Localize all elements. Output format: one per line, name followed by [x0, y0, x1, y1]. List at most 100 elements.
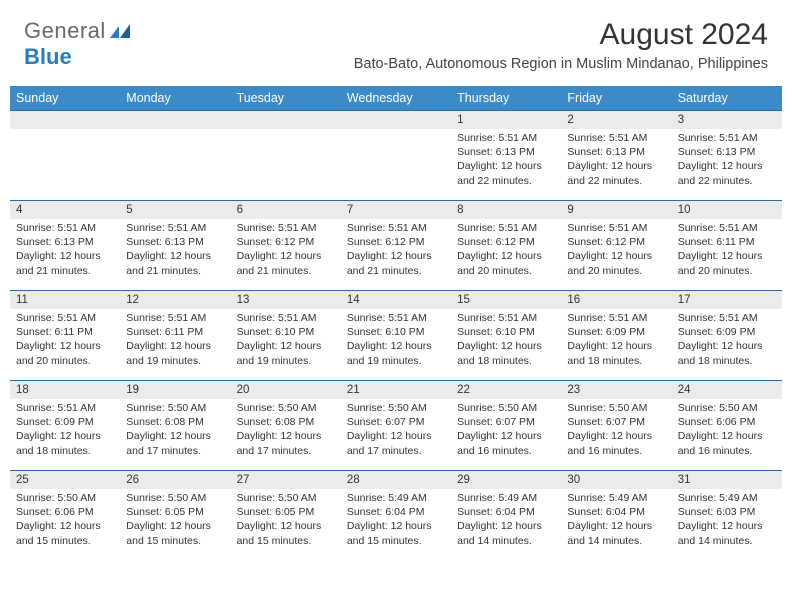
day-details: Sunrise: 5:51 AMSunset: 6:10 PMDaylight:… [341, 309, 451, 372]
day-details: Sunrise: 5:50 AMSunset: 6:08 PMDaylight:… [231, 399, 341, 462]
sunrise-text: Sunrise: 5:51 AM [457, 221, 555, 235]
calendar-week-row: 4Sunrise: 5:51 AMSunset: 6:13 PMDaylight… [10, 200, 782, 290]
daylight-text: Daylight: 12 hours and 17 minutes. [347, 429, 445, 457]
logo-text-blue: Blue [24, 44, 72, 69]
calendar-day-cell: 18Sunrise: 5:51 AMSunset: 6:09 PMDayligh… [10, 380, 120, 470]
calendar-day-cell: 12Sunrise: 5:51 AMSunset: 6:11 PMDayligh… [120, 290, 230, 380]
calendar-week-row: 11Sunrise: 5:51 AMSunset: 6:11 PMDayligh… [10, 290, 782, 380]
sunrise-text: Sunrise: 5:51 AM [126, 221, 224, 235]
day-number: 8 [451, 200, 561, 219]
daylight-text: Daylight: 12 hours and 14 minutes. [678, 519, 776, 547]
day-details: Sunrise: 5:50 AMSunset: 6:07 PMDaylight:… [451, 399, 561, 462]
day-number: 18 [10, 380, 120, 399]
calendar-day-cell: 11Sunrise: 5:51 AMSunset: 6:11 PMDayligh… [10, 290, 120, 380]
sunrise-text: Sunrise: 5:50 AM [16, 491, 114, 505]
daylight-text: Daylight: 12 hours and 14 minutes. [457, 519, 555, 547]
calendar-day-cell: 1Sunrise: 5:51 AMSunset: 6:13 PMDaylight… [451, 110, 561, 200]
sunset-text: Sunset: 6:09 PM [678, 325, 776, 339]
calendar-day-cell: 21Sunrise: 5:50 AMSunset: 6:07 PMDayligh… [341, 380, 451, 470]
calendar-table: Sunday Monday Tuesday Wednesday Thursday… [10, 86, 782, 560]
day-details: Sunrise: 5:50 AMSunset: 6:06 PMDaylight:… [10, 489, 120, 552]
day-details: Sunrise: 5:51 AMSunset: 6:10 PMDaylight:… [451, 309, 561, 372]
daylight-text: Daylight: 12 hours and 15 minutes. [126, 519, 224, 547]
sunrise-text: Sunrise: 5:50 AM [567, 401, 665, 415]
daylight-text: Daylight: 12 hours and 20 minutes. [567, 249, 665, 277]
day-number: 10 [672, 200, 782, 219]
day-details: Sunrise: 5:51 AMSunset: 6:11 PMDaylight:… [10, 309, 120, 372]
sunrise-text: Sunrise: 5:49 AM [567, 491, 665, 505]
day-details: Sunrise: 5:51 AMSunset: 6:11 PMDaylight:… [120, 309, 230, 372]
day-details: Sunrise: 5:49 AMSunset: 6:04 PMDaylight:… [341, 489, 451, 552]
day-number: 27 [231, 470, 341, 489]
calendar-day-cell: 14Sunrise: 5:51 AMSunset: 6:10 PMDayligh… [341, 290, 451, 380]
day-number: 6 [231, 200, 341, 219]
sunset-text: Sunset: 6:04 PM [457, 505, 555, 519]
sunrise-text: Sunrise: 5:51 AM [457, 131, 555, 145]
calendar-header-row: Sunday Monday Tuesday Wednesday Thursday… [10, 86, 782, 110]
calendar-day-cell: 3Sunrise: 5:51 AMSunset: 6:13 PMDaylight… [672, 110, 782, 200]
daylight-text: Daylight: 12 hours and 18 minutes. [567, 339, 665, 367]
sunset-text: Sunset: 6:10 PM [347, 325, 445, 339]
daylight-text: Daylight: 12 hours and 18 minutes. [16, 429, 114, 457]
day-details: Sunrise: 5:50 AMSunset: 6:08 PMDaylight:… [120, 399, 230, 462]
calendar-day-cell: 16Sunrise: 5:51 AMSunset: 6:09 PMDayligh… [561, 290, 671, 380]
sunset-text: Sunset: 6:11 PM [678, 235, 776, 249]
calendar-day-cell: 20Sunrise: 5:50 AMSunset: 6:08 PMDayligh… [231, 380, 341, 470]
day-number: 7 [341, 200, 451, 219]
sunrise-text: Sunrise: 5:49 AM [347, 491, 445, 505]
day-number: 13 [231, 290, 341, 309]
sunset-text: Sunset: 6:07 PM [567, 415, 665, 429]
sunset-text: Sunset: 6:06 PM [16, 505, 114, 519]
day-details: Sunrise: 5:51 AMSunset: 6:12 PMDaylight:… [561, 219, 671, 282]
sunrise-text: Sunrise: 5:51 AM [16, 221, 114, 235]
sunrise-text: Sunrise: 5:50 AM [126, 401, 224, 415]
day-number [341, 110, 451, 129]
daylight-text: Daylight: 12 hours and 20 minutes. [457, 249, 555, 277]
logo-text-general: General [24, 18, 106, 44]
sunset-text: Sunset: 6:13 PM [567, 145, 665, 159]
sunset-text: Sunset: 6:12 PM [457, 235, 555, 249]
day-details: Sunrise: 5:50 AMSunset: 6:07 PMDaylight:… [341, 399, 451, 462]
day-details: Sunrise: 5:51 AMSunset: 6:09 PMDaylight:… [672, 309, 782, 372]
day-details: Sunrise: 5:49 AMSunset: 6:04 PMDaylight:… [451, 489, 561, 552]
day-details: Sunrise: 5:51 AMSunset: 6:09 PMDaylight:… [561, 309, 671, 372]
sunrise-text: Sunrise: 5:51 AM [347, 221, 445, 235]
day-number: 21 [341, 380, 451, 399]
logo-mark-icon [110, 18, 132, 44]
day-number: 5 [120, 200, 230, 219]
sunrise-text: Sunrise: 5:50 AM [347, 401, 445, 415]
sunset-text: Sunset: 6:13 PM [16, 235, 114, 249]
sunset-text: Sunset: 6:07 PM [347, 415, 445, 429]
day-details: Sunrise: 5:51 AMSunset: 6:11 PMDaylight:… [672, 219, 782, 282]
day-number: 17 [672, 290, 782, 309]
day-number: 11 [10, 290, 120, 309]
month-title: August 2024 [354, 18, 768, 52]
day-number: 31 [672, 470, 782, 489]
calendar-day-cell: 27Sunrise: 5:50 AMSunset: 6:05 PMDayligh… [231, 470, 341, 560]
sunset-text: Sunset: 6:04 PM [567, 505, 665, 519]
calendar-day-cell: 15Sunrise: 5:51 AMSunset: 6:10 PMDayligh… [451, 290, 561, 380]
day-number: 30 [561, 470, 671, 489]
calendar-day-cell: 28Sunrise: 5:49 AMSunset: 6:04 PMDayligh… [341, 470, 451, 560]
day-number: 22 [451, 380, 561, 399]
daylight-text: Daylight: 12 hours and 22 minutes. [567, 159, 665, 187]
day-number: 15 [451, 290, 561, 309]
sunset-text: Sunset: 6:06 PM [678, 415, 776, 429]
daylight-text: Daylight: 12 hours and 22 minutes. [457, 159, 555, 187]
daylight-text: Daylight: 12 hours and 14 minutes. [567, 519, 665, 547]
calendar-day-cell: 19Sunrise: 5:50 AMSunset: 6:08 PMDayligh… [120, 380, 230, 470]
daylight-text: Daylight: 12 hours and 16 minutes. [567, 429, 665, 457]
sunrise-text: Sunrise: 5:50 AM [237, 491, 335, 505]
logo: General [24, 18, 132, 44]
sunrise-text: Sunrise: 5:51 AM [237, 311, 335, 325]
sunrise-text: Sunrise: 5:51 AM [567, 311, 665, 325]
daylight-text: Daylight: 12 hours and 21 minutes. [16, 249, 114, 277]
daylight-text: Daylight: 12 hours and 20 minutes. [16, 339, 114, 367]
day-details: Sunrise: 5:51 AMSunset: 6:10 PMDaylight:… [231, 309, 341, 372]
sunset-text: Sunset: 6:13 PM [678, 145, 776, 159]
sunrise-text: Sunrise: 5:51 AM [16, 311, 114, 325]
day-header: Monday [120, 86, 230, 110]
sunset-text: Sunset: 6:10 PM [237, 325, 335, 339]
day-details: Sunrise: 5:51 AMSunset: 6:13 PMDaylight:… [10, 219, 120, 282]
sunrise-text: Sunrise: 5:51 AM [237, 221, 335, 235]
